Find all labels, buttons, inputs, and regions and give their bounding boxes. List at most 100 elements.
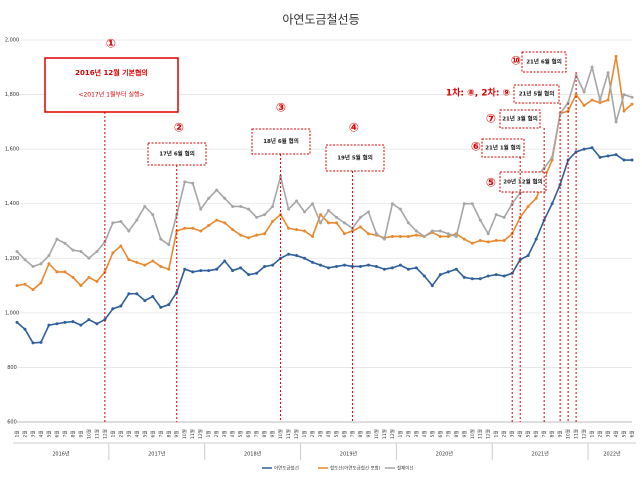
point — [366, 210, 370, 214]
point — [295, 199, 299, 203]
point — [334, 221, 338, 225]
x-tick-label: 5월 — [333, 430, 340, 437]
point — [39, 262, 43, 266]
x-tick-label: 8월 — [69, 430, 76, 437]
point — [382, 267, 386, 271]
point — [438, 229, 442, 233]
annotation-text: 21년 5월 협의 — [519, 90, 555, 98]
point — [494, 239, 498, 243]
point — [478, 277, 482, 281]
x-tick-label: 9월 — [557, 430, 564, 437]
point — [79, 249, 83, 253]
x-tick-label: 12월 — [197, 429, 204, 439]
point — [342, 263, 346, 267]
x-tick-label: 11월 — [285, 429, 292, 439]
point — [215, 188, 219, 192]
point — [382, 237, 386, 241]
point — [422, 274, 426, 278]
point — [550, 202, 554, 206]
point — [215, 218, 219, 222]
x-tick-label: 6월 — [53, 430, 60, 437]
point — [271, 219, 275, 223]
x-tick-label: 12월 — [389, 429, 396, 439]
point — [119, 219, 123, 223]
point — [103, 318, 107, 322]
point — [590, 65, 594, 69]
point — [159, 237, 163, 241]
x-tick-label: 5월 — [621, 430, 628, 437]
point — [390, 202, 394, 206]
year-label: 2022년 — [603, 451, 621, 458]
point — [366, 232, 370, 236]
point — [574, 150, 578, 154]
point — [303, 210, 307, 214]
point — [630, 158, 634, 162]
x-tick-label: 5월 — [141, 430, 148, 437]
point — [151, 213, 155, 217]
point — [287, 252, 291, 256]
point — [207, 196, 211, 200]
point — [566, 109, 570, 113]
point — [486, 232, 490, 236]
x-tick-label: 4월 — [517, 430, 524, 437]
x-tick-label: 4월 — [229, 430, 236, 437]
point — [39, 281, 43, 285]
point — [135, 292, 139, 296]
x-tick-label: 9월 — [365, 430, 372, 437]
x-tick-label: 11월 — [381, 429, 388, 439]
point — [95, 322, 99, 326]
point — [470, 241, 474, 245]
point — [23, 258, 27, 262]
point — [526, 254, 530, 258]
point — [143, 204, 147, 208]
point — [550, 155, 554, 159]
x-tick-label: 5월 — [45, 430, 52, 437]
x-tick-label: 1월 — [109, 430, 116, 437]
point — [494, 273, 498, 277]
x-tick-label: 10월 — [277, 429, 284, 439]
x-tick-label: 2월 — [213, 430, 220, 437]
x-tick-label: 7월 — [157, 430, 164, 437]
point — [590, 98, 594, 102]
point — [71, 248, 75, 252]
point — [582, 103, 586, 107]
point — [287, 207, 291, 211]
point — [454, 234, 458, 238]
annotation-text: 18년 6월 협의 — [263, 137, 299, 145]
point — [183, 226, 187, 230]
point — [183, 267, 187, 271]
point — [446, 270, 450, 274]
point — [430, 229, 434, 233]
x-tick-label: 10월 — [565, 429, 572, 439]
x-tick-label: 1월 — [301, 430, 308, 437]
year-label: 2019년 — [340, 451, 358, 458]
point — [263, 232, 267, 236]
annotation-box — [481, 138, 525, 158]
point — [239, 266, 243, 270]
point — [414, 229, 418, 233]
point — [398, 207, 402, 211]
x-tick-label: 3월 — [125, 430, 132, 437]
point — [566, 101, 570, 105]
point — [478, 218, 482, 222]
annotation-box — [499, 171, 547, 193]
y-tick-label: 800 — [7, 365, 17, 371]
point — [326, 266, 330, 270]
x-tick-label: 9월 — [77, 430, 84, 437]
point — [622, 158, 626, 162]
point — [287, 226, 291, 230]
point — [430, 284, 434, 288]
point — [143, 263, 147, 267]
annotation-number: ⑦ — [486, 112, 496, 126]
point — [446, 234, 450, 238]
point — [358, 264, 362, 268]
point — [374, 264, 378, 268]
legend-label: 철재이선 — [397, 465, 414, 472]
x-tick-label: 12월 — [293, 429, 300, 439]
x-tick-label: 9월 — [269, 430, 276, 437]
point — [231, 204, 235, 208]
x-tick-label: 7월 — [349, 430, 356, 437]
annotation-text: 21년 3월 협의 — [502, 115, 538, 123]
point — [199, 269, 203, 273]
point — [239, 233, 243, 237]
